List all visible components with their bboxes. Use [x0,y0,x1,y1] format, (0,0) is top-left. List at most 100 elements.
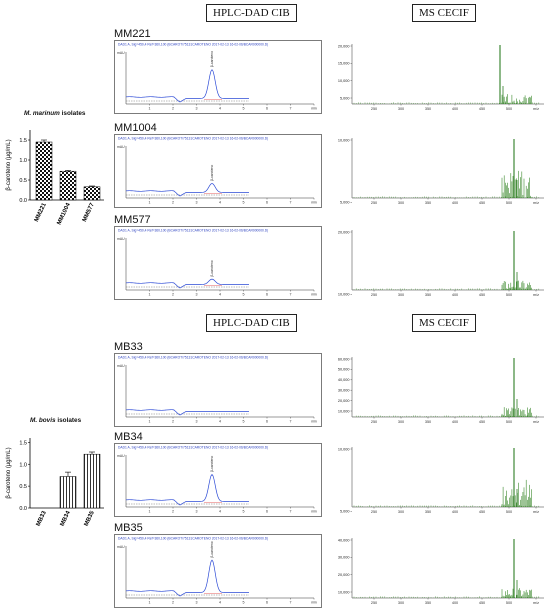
ms-x-tick-label: 350 [425,293,431,297]
hplc-header-bottom: HPLC-DAD CIB [206,314,297,332]
hplc-x-tick-label: 4 [219,293,221,297]
hplc-trace [125,278,249,289]
hplc-chromatogram-mm221: DAD1 A, Sig=450,4 Ref=360,100 (BCAROT/75… [114,40,322,114]
y-tick-label: 0.5 [19,484,27,490]
sample-label-mb33: MB33 [114,341,143,353]
ms-y-tick-label: 60,000 [338,357,350,361]
ms-y-tick-label: 5,000 [340,510,350,514]
hplc-x-tick-label: min [311,420,317,424]
category-label: MM221 [34,202,48,223]
ms-y-tick-label: 40,000 [338,538,350,542]
hplc-x-tick-label: 3 [196,420,198,424]
ms-y-tick-label: 15,000 [338,62,350,66]
ms-x-tick-label: 400 [452,420,458,424]
ms-x-tick-label: 500 [506,510,512,514]
sample-label-mm221: MM221 [114,28,151,40]
hplc-x-tick-label: 6 [266,510,268,514]
ms-y-tick-label: 10,000 [338,293,350,297]
ms-x-tick-label: 450 [479,201,485,205]
category-label: MM1004 [57,202,73,226]
ms-x-tick-label: 300 [398,420,404,424]
bar-chart-2-title: M. bovis isolates [30,417,82,424]
bar-chart-bovis: 0.0 0.5 1.0 1.5 β-caroteno (µg/mL) MB33 MB34 MB… [6,438,104,528]
hplc-x-tick-label: 3 [196,293,198,297]
hplc-peak-label: β-caroteno [210,260,214,276]
category-label: MM577 [82,202,96,223]
ms-x-tick-label: 350 [425,420,431,424]
hplc-x-tick-label: 2 [172,510,174,514]
ms-x-tick-label: 450 [479,293,485,297]
hplc-x-tick-label: 7 [290,107,292,111]
ms-y-tick-label: 5,000 [340,201,350,205]
hplc-x-tick-label: 3 [196,201,198,205]
hplc-chromatogram-mb34: DAD1 A, Sig=450,4 Ref=360,100 (BCAROT/75… [114,443,322,517]
ms-x-tick-label: 250 [371,601,377,605]
ms-x-tick-label: 250 [371,420,377,424]
ms-x-tick-label: 400 [452,107,458,111]
ms-y-tick-label: 10,000 [338,138,350,142]
hplc-x-tick-label: 7 [290,601,292,605]
ms-y-tick-label: 30,000 [338,389,350,393]
hplc-x-tick-label: 2 [172,201,174,205]
hplc-signal-header: DAD1 A, Sig=450,4 Ref=360,100 (BCAROT/75… [118,537,268,541]
hplc-signal-header: DAD1 A, Sig=450,4 Ref=360,100 (BCAROT/75… [118,229,268,233]
sample-label-mm577: MM577 [114,214,151,226]
ms-x-tick-label: 500 [506,293,512,297]
hplc-y-unit: mAU [117,237,125,241]
bar-chart-1-title: M. marinum isolates [24,110,86,117]
hplc-x-tick-label: min [311,293,317,297]
ms-spectrum-mb33: 60,000 50,000 40,000 30,000 20,000 10,000 250 3… [326,353,548,427]
ms-x-tick-label: m/z [533,601,539,605]
hplc-frame [114,134,322,208]
ms-x-tick-label: 250 [371,201,377,205]
ms-x-tick-label: 450 [479,601,485,605]
hplc-chromatogram-mm577: DAD1 A, Sig=450,4 Ref=360,100 (BCAROT/75… [114,226,322,300]
ms-x-tick-label: 350 [425,107,431,111]
ms-x-tick-label: 300 [398,201,404,205]
hplc-x-tick-label: 6 [266,293,268,297]
y-tick-label: 1.5 [19,440,27,446]
ms-y-tick-label: 20,000 [338,399,350,403]
hplc-peak-label: β-caroteno [210,541,214,557]
hplc-x-tick-label: 5 [243,107,245,111]
ms-x-tick-label: 250 [371,293,377,297]
hplc-y-unit: mAU [117,51,125,55]
ms-x-tick-label: m/z [533,510,539,514]
ms-x-tick-label: m/z [533,107,539,111]
ms-y-tick-label: 20,000 [338,230,350,234]
hplc-x-tick-label: min [311,201,317,205]
hplc-frame [114,534,322,608]
ms-x-tick-label: 400 [452,601,458,605]
hplc-x-tick-label: 7 [290,201,292,205]
ms-x-tick-label: m/z [533,293,539,297]
hplc-y-unit: mAU [117,364,125,368]
ms-x-tick-label: 250 [371,510,377,514]
ms-x-tick-label: 300 [398,601,404,605]
sample-label-mm1004: MM1004 [114,122,157,134]
ms-x-tick-label: 500 [506,420,512,424]
ms-x-tick-label: 500 [506,201,512,205]
hplc-x-tick-label: min [311,510,317,514]
y-tick-label: 1.0 [19,462,27,468]
ms-x-tick-label: m/z [533,201,539,205]
ms-x-tick-label: 450 [479,107,485,111]
ms-x-tick-label: 300 [398,107,404,111]
hplc-peak-label: β-caroteno [210,456,214,472]
hplc-trace [125,409,249,416]
ms-x-tick-label: 400 [452,201,458,205]
category-label: MB33 [36,510,48,528]
ms-x-tick-label: 250 [371,107,377,111]
ms-x-tick-label: 350 [425,510,431,514]
sample-label-mb35: MB35 [114,522,143,534]
bar-chart-marinum: 0.0 0.5 1.0 1.5 β-caroteno (µg/mL) MM221 MM100… [6,130,104,226]
hplc-header-top: HPLC-DAD CIB [206,4,297,22]
hplc-x-tick-label: 7 [290,420,292,424]
hplc-x-tick-label: 5 [243,510,245,514]
hplc-x-tick-label: 4 [219,107,221,111]
ms-x-tick-label: 400 [452,293,458,297]
hplc-signal-header: DAD1 A, Sig=450,4 Ref=360,100 (BCAROT/75… [118,356,268,360]
ms-header-top: MS CECIF [412,4,476,22]
y-tick-label: 1.5 [19,138,27,144]
hplc-y-unit: mAU [117,545,125,549]
y-tick-label: 0.0 [19,506,27,512]
